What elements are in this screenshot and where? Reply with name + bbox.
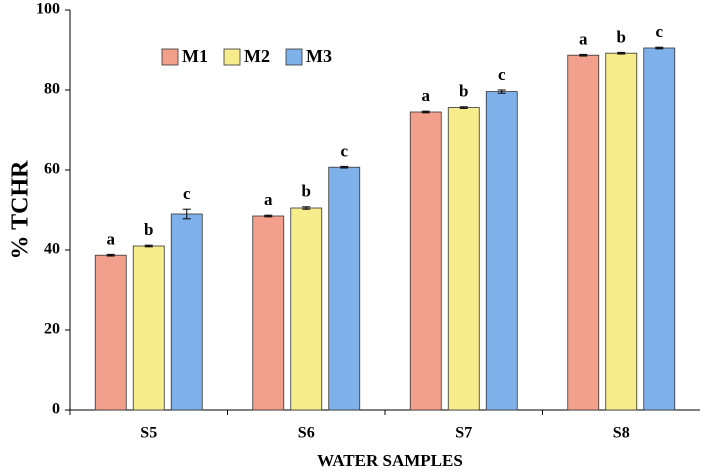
bar-annotation: c — [655, 22, 663, 41]
error-bar — [655, 46, 664, 50]
bar — [409, 111, 442, 411]
legend-label: M1 — [182, 46, 208, 66]
bar-annotation: a — [422, 86, 431, 105]
error-bar — [421, 110, 430, 114]
x-axis-label: WATER SAMPLES — [317, 451, 463, 470]
bar-annotation: a — [107, 229, 116, 248]
bar — [605, 52, 638, 411]
bar — [485, 91, 518, 411]
y-tick-label: 60 — [44, 161, 60, 178]
error-bar — [459, 106, 468, 109]
bar — [252, 215, 285, 411]
bar-annotation: c — [340, 141, 348, 160]
error-bar — [497, 89, 506, 94]
error-bar — [302, 206, 311, 210]
error-bar — [579, 53, 588, 57]
y-tick-label: 20 — [44, 321, 60, 338]
error-bar — [144, 244, 153, 248]
bar-annotation: b — [144, 220, 153, 239]
bar — [567, 54, 600, 411]
bar-annotation: b — [302, 182, 311, 201]
x-tick-label: S7 — [455, 425, 472, 442]
bar — [94, 254, 127, 411]
legend-swatch — [223, 48, 241, 66]
bar — [328, 166, 361, 411]
legend-label: M2 — [244, 46, 270, 66]
bar-annotation: c — [183, 184, 191, 203]
error-bar — [264, 214, 273, 218]
y-tick-label: 100 — [36, 1, 60, 18]
legend-label: M3 — [306, 46, 332, 66]
legend-swatch — [161, 48, 179, 66]
bar — [643, 47, 676, 411]
x-tick-label: S6 — [298, 425, 315, 442]
legend-swatch — [285, 48, 303, 66]
y-tick-label: 40 — [44, 241, 60, 258]
x-tick-label: S5 — [140, 425, 157, 442]
error-bar — [182, 208, 191, 220]
bar-annotation: b — [617, 27, 626, 46]
y-tick-label: 80 — [44, 81, 60, 98]
error-bar — [106, 253, 115, 257]
error-bar — [340, 165, 349, 169]
bar-annotation: b — [459, 82, 468, 101]
y-tick-label: 0 — [52, 401, 60, 418]
bar-annotation: c — [498, 65, 506, 84]
error-bar — [617, 51, 626, 55]
x-tick-label: S8 — [613, 425, 630, 442]
y-axis-label: % TCHR — [8, 160, 34, 260]
bar-annotation: a — [579, 29, 588, 48]
bar — [132, 245, 165, 411]
bar — [290, 207, 323, 411]
bar-annotation: a — [264, 190, 273, 209]
bar — [447, 107, 480, 411]
bar — [170, 213, 203, 411]
